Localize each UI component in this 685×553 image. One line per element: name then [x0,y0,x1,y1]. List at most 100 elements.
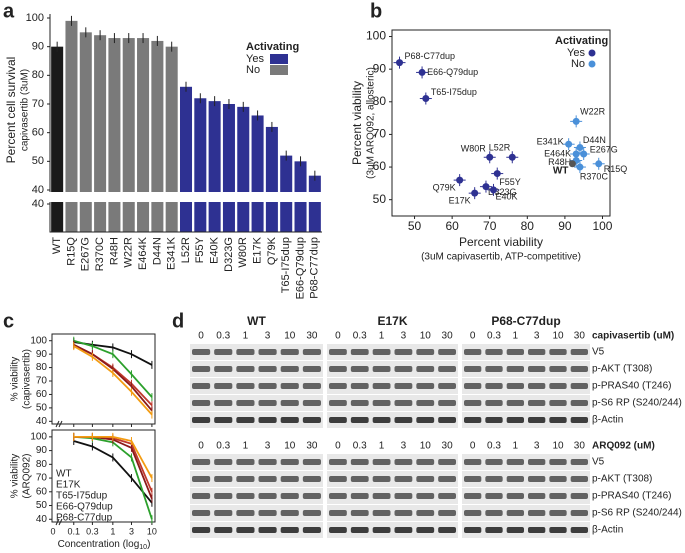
blot-band [302,383,321,389]
row-label: β-Actin [592,415,623,426]
blot-strip [462,488,590,504]
x-tick-label: E17K [251,236,263,264]
blot-band [416,366,435,372]
blot-band [280,510,299,516]
x-tick-label: 50 [408,219,422,233]
blot-band [394,383,413,389]
blot-strip [462,361,590,377]
dose-label: 3 [401,331,407,342]
blot-band [570,476,588,482]
blot-band [302,400,321,406]
blot-band [372,383,391,389]
blot-band [506,459,524,465]
blot-band [372,349,391,355]
x-tick-label: E66-Q79dup [294,237,306,299]
y-tick-label: 80 [36,459,48,470]
blot-band [236,527,255,533]
legend-label: E66-Q79dup [56,502,113,513]
blot-band [258,493,277,499]
blot-band [506,366,524,372]
bar [94,35,107,233]
group-label: E17K [377,314,407,328]
dose-label: 30 [442,441,454,452]
point [508,153,516,161]
bar [65,20,78,232]
dose-label: 30 [306,441,318,452]
dose-label: 0 [198,441,204,452]
blot-band [258,349,277,355]
blot-band [464,349,482,355]
blot-band [280,527,299,533]
blot-band [192,527,211,533]
blot-strip [190,378,323,394]
point-label: P68-C77dup [405,51,456,61]
blot-band [416,459,435,465]
blot-band [214,366,233,372]
y-tick-label: 70 [36,376,48,387]
blot-band [549,417,567,423]
blot-band [416,493,435,499]
y-axis-label: % viability [10,357,21,401]
dose-label: 30 [574,331,586,342]
point [576,143,584,151]
point [422,95,430,103]
blot-band [438,383,456,389]
blot-band [192,400,211,406]
y-tick-label: 60 [32,127,44,139]
y-tick-label: 90 [373,61,387,75]
blot-band [258,510,277,516]
blot-band [506,493,524,499]
y-tick-label: 100 [30,335,47,346]
blot-strip [327,505,458,521]
point-label: E66-Q79dup [427,67,478,77]
y-tick-label: 70 [32,98,44,110]
x-tick-label: 1 [110,526,115,536]
blot-band [280,349,299,355]
row-label: β-Actin [592,525,623,536]
blot-band [570,510,588,516]
blot-band [302,527,321,533]
blot-band [549,493,567,499]
blot-band [506,510,524,516]
y-axis-label: Percent cell survival [4,57,18,164]
legend-marker [588,49,596,57]
y-tick-label: 40 [36,416,48,427]
blot-band [302,349,321,355]
blot-band [394,459,413,465]
blot-band [570,366,588,372]
blot-band [329,366,347,372]
blot-band [528,527,546,533]
point-label: D323G [488,187,517,197]
point-label: R48H [548,157,571,167]
blot-strip [190,505,323,521]
blot-band [570,459,588,465]
x-tick-label: E40K [209,236,221,264]
bar [151,40,164,232]
blot-band [438,349,456,355]
point-label: Q79K [433,182,456,192]
row-label: V5 [592,347,605,358]
blot-band [528,366,546,372]
blot-band [214,510,233,516]
blot-band [394,417,413,423]
plot-frame [391,29,611,217]
x-tick-label: D323G [223,237,235,272]
blot-strip [190,361,323,377]
blot-band [280,400,299,406]
blot-band [302,510,321,516]
blot-strip [190,488,323,504]
blot-band [329,349,347,355]
x-tick-label: E267G [80,237,92,271]
axis-break [55,518,63,526]
y-axis-label: (ARQ092) [22,453,33,498]
blot-strip [462,454,590,470]
blot-band [236,383,255,389]
blot-band [350,476,369,482]
blot-band [464,493,482,499]
point [486,153,494,161]
blot-band [236,417,255,423]
blot-band [570,527,588,533]
x-tick-label: 0.3 [86,526,99,536]
group-label: WT [247,314,266,328]
y-tick-label: 50 [373,192,387,206]
